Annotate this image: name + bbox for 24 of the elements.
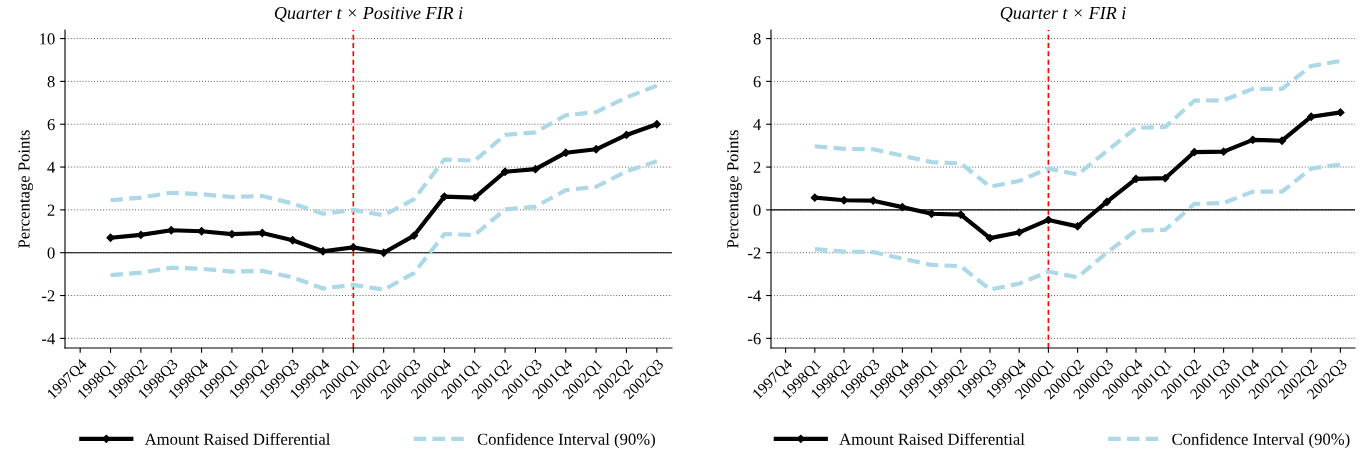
y-axis-title: Percentage Points (727, 130, 742, 248)
y-tick-label: 6 (753, 76, 761, 88)
y-tick-label: 0 (753, 204, 761, 216)
y-tick-label: -6 (748, 333, 761, 345)
legend-label: Amount Raised Differential (144, 432, 331, 445)
legend-label: Confidence Interval (90%) (1172, 432, 1350, 449)
y-tick-label: 10 (40, 33, 55, 45)
y-tick-label: 0 (47, 247, 55, 259)
y-tick-label: 4 (47, 161, 56, 173)
chart-title: Quarter t × FIR i (1000, 6, 1126, 22)
chart-title: Quarter t × Positive FIR i (274, 6, 463, 22)
y-axis-title: Percentage Points (18, 130, 34, 248)
y-tick-label: 8 (47, 76, 55, 88)
y-tick-label: -4 (42, 333, 56, 345)
y-tick-label: -2 (42, 290, 55, 302)
legend-label: Amount Raised Differential (839, 432, 1025, 445)
y-tick-label: -4 (748, 290, 762, 302)
y-tick-label: 4 (753, 119, 762, 130)
y-tick-label: 6 (47, 118, 55, 131)
y-tick-label: -2 (748, 247, 761, 259)
y-tick-label: 2 (47, 204, 55, 216)
legend-label: Confidence Interval (90%) (477, 432, 655, 449)
y-tick-label: 2 (753, 161, 761, 173)
y-tick-label: 8 (753, 33, 761, 45)
